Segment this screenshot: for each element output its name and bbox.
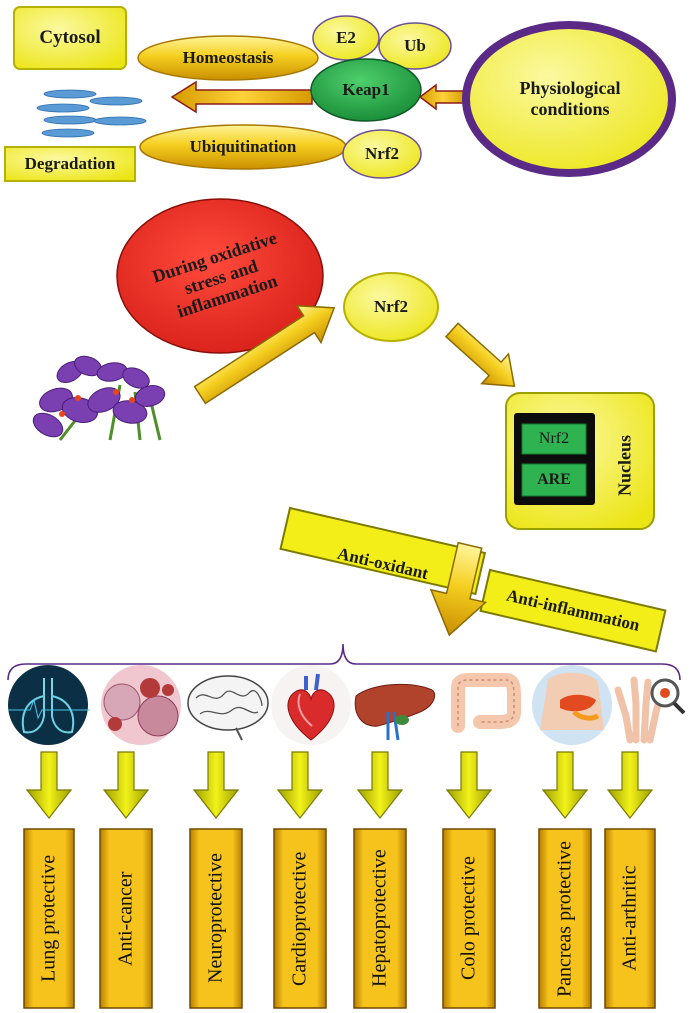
saffron-flower-icon bbox=[30, 355, 178, 443]
central-down-arrow-icon bbox=[429, 541, 488, 637]
heart-icon bbox=[271, 665, 351, 745]
nucleus-are-box bbox=[521, 463, 587, 497]
e2-label: E2 bbox=[336, 28, 356, 48]
down-arrow-icon bbox=[541, 751, 589, 819]
outcome-label: Neuroprotective bbox=[204, 853, 227, 984]
outcome-box bbox=[442, 828, 496, 1009]
nrf2-top-oval bbox=[342, 129, 422, 179]
fragments-icon bbox=[36, 89, 147, 138]
liver-icon bbox=[354, 683, 436, 741]
outcome-box bbox=[99, 828, 153, 1009]
degradation-box bbox=[4, 146, 136, 182]
hand-joints-icon bbox=[614, 676, 686, 744]
left-arrow-small-icon bbox=[418, 83, 467, 111]
keap1-oval bbox=[310, 58, 422, 122]
up-right-arrow-icon bbox=[193, 304, 336, 405]
cytosol-box bbox=[13, 6, 127, 70]
nrf2-mid-oval bbox=[343, 272, 439, 342]
nucleus-nrf2-label: Nrf2 bbox=[538, 429, 570, 447]
outcome-box bbox=[273, 828, 327, 1009]
outcome-label: Anti-cancer bbox=[114, 871, 137, 966]
keap1-label: Keap1 bbox=[342, 80, 390, 100]
outcome-label: Anti-arthritic bbox=[618, 865, 641, 972]
nrf2-top-label: Nrf2 bbox=[365, 144, 399, 164]
antioxidant-banner bbox=[279, 506, 487, 596]
colon-icon bbox=[451, 673, 521, 733]
nucleus-nrf2-box bbox=[521, 423, 587, 455]
outcome-label: Pancreas protective bbox=[553, 840, 576, 997]
ub-oval bbox=[378, 22, 452, 70]
outcome-label: Colo protective bbox=[457, 856, 480, 981]
cytosol-label: Cytosol bbox=[39, 27, 101, 49]
outcome-label: Lung protective bbox=[37, 854, 60, 983]
antiinflammation-banner bbox=[479, 568, 667, 653]
outcome-box bbox=[189, 828, 243, 1009]
outcome-label: Cardioprotective bbox=[288, 851, 311, 986]
down-arrow-icon bbox=[356, 751, 404, 819]
e2-oval bbox=[312, 15, 380, 61]
physiological-oval bbox=[462, 21, 676, 177]
outcome-box bbox=[23, 828, 75, 1009]
down-arrow-icon bbox=[25, 751, 73, 819]
brain-icon bbox=[187, 675, 269, 741]
outcome-label: Hepatoprotective bbox=[368, 849, 391, 988]
homeostasis-oval bbox=[137, 35, 319, 81]
physiological-label: Physiological conditions bbox=[519, 78, 621, 119]
down-arrow-icon bbox=[192, 751, 240, 819]
down-arrow-icon bbox=[606, 751, 654, 819]
nucleus-are-label: ARE bbox=[537, 470, 571, 488]
nucleus-label: Nucleus bbox=[614, 434, 635, 496]
down-arrow-icon bbox=[102, 751, 150, 819]
down-arrow-icon bbox=[276, 751, 324, 819]
bracket bbox=[7, 643, 681, 681]
lungs-icon bbox=[8, 665, 90, 745]
outcome-box bbox=[604, 828, 656, 1009]
ubiquitination-label: Ubiquitination bbox=[189, 137, 297, 157]
down-arrow-icon bbox=[445, 751, 493, 819]
cancer-cells-icon bbox=[101, 665, 181, 745]
pancreas-icon bbox=[532, 665, 612, 745]
homeostasis-label: Homeostasis bbox=[182, 48, 274, 68]
outcome-box bbox=[538, 828, 592, 1009]
outcome-box bbox=[353, 828, 407, 1009]
left-arrow-icon bbox=[170, 80, 313, 114]
ub-label: Ub bbox=[404, 36, 426, 56]
down-right-arrow-icon bbox=[444, 322, 516, 388]
nrf2-mid-label: Nrf2 bbox=[374, 297, 408, 317]
stress-oval bbox=[116, 198, 324, 354]
degradation-label: Degradation bbox=[24, 154, 116, 174]
